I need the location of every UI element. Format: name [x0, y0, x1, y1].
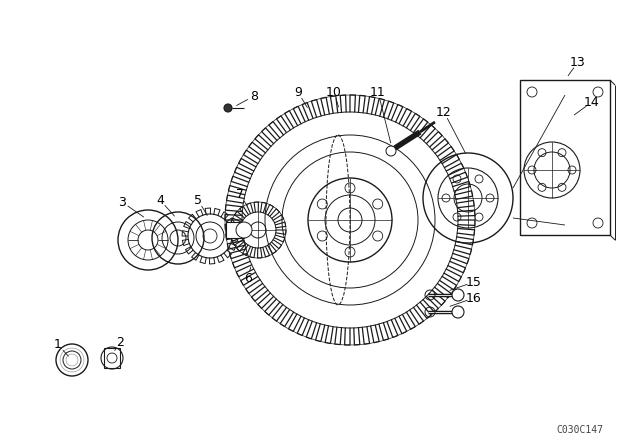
Text: 13: 13 [570, 56, 586, 69]
Text: 16: 16 [466, 292, 482, 305]
Text: 8: 8 [250, 90, 258, 103]
Bar [226, 222, 244, 238]
Circle shape [452, 289, 464, 301]
Text: 15: 15 [466, 276, 482, 289]
Text: 4: 4 [156, 194, 164, 207]
Text: 1: 1 [54, 339, 62, 352]
Text: 3: 3 [118, 195, 126, 208]
Text: 9: 9 [294, 86, 302, 99]
Circle shape [236, 222, 252, 238]
Circle shape [386, 146, 396, 156]
Text: 10: 10 [326, 86, 342, 99]
Text: 2: 2 [116, 336, 124, 349]
Circle shape [224, 104, 232, 112]
Text: C030C147: C030C147 [557, 425, 604, 435]
Bar [520, 80, 610, 235]
Text: 12: 12 [436, 105, 452, 119]
Text: 7: 7 [236, 189, 244, 202]
Bar [104, 348, 120, 368]
Text: 6: 6 [244, 271, 252, 284]
Text: 11: 11 [370, 86, 386, 99]
Text: 14: 14 [584, 95, 600, 108]
Circle shape [452, 306, 464, 318]
Text: 5: 5 [194, 194, 202, 207]
